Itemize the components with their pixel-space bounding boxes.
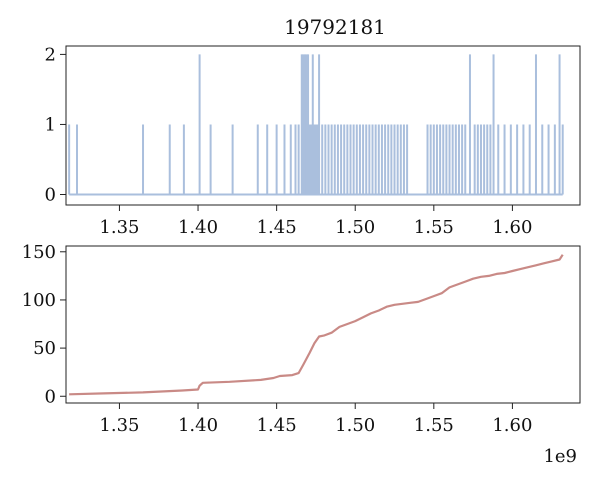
top-x-tick-label: 1.40 [178, 217, 218, 238]
x-offset-label: 1e9 [543, 446, 577, 467]
cumulative-panel: 1.35 1.40 1.45 1.50 1.55 1.60 0 50 100 150 [22, 242, 581, 436]
top-x-tick-label: 1.35 [99, 217, 139, 238]
top-y-tick-label: 1 [45, 114, 56, 135]
top-y-tick-label: 2 [45, 44, 56, 65]
bottom-x-tick-label: 1.45 [257, 415, 297, 436]
top-x-tick-label: 1.45 [257, 217, 297, 238]
cumulative-series-line [69, 254, 564, 396]
top-x-tick-label: 1.50 [335, 217, 375, 238]
bottom-x-tick-label: 1.35 [99, 415, 139, 436]
bottom-y-tick-label: 50 [33, 338, 56, 359]
top-frame [65, 45, 581, 206]
bottom-x-tick-label: 1.50 [335, 415, 375, 436]
bottom-frame [65, 245, 581, 404]
top-x-tick-label: 1.60 [492, 217, 532, 238]
bottom-y-tick-label: 150 [22, 242, 56, 263]
bottom-x-tick-label: 1.60 [492, 415, 532, 436]
bottom-y-tick-label: 100 [22, 290, 56, 311]
top-x-tick-label: 1.55 [414, 217, 454, 238]
bottom-y-tick-label: 0 [45, 386, 56, 407]
bottom-x-tick-label: 1.40 [178, 415, 218, 436]
spike-panel: 1.35 1.40 1.45 1.50 1.55 1.60 0 1 2 [45, 44, 581, 238]
bottom-x-tick-label: 1.55 [414, 415, 454, 436]
top-y-tick-label: 0 [45, 184, 56, 205]
chart-title: 19792181 [284, 15, 386, 39]
